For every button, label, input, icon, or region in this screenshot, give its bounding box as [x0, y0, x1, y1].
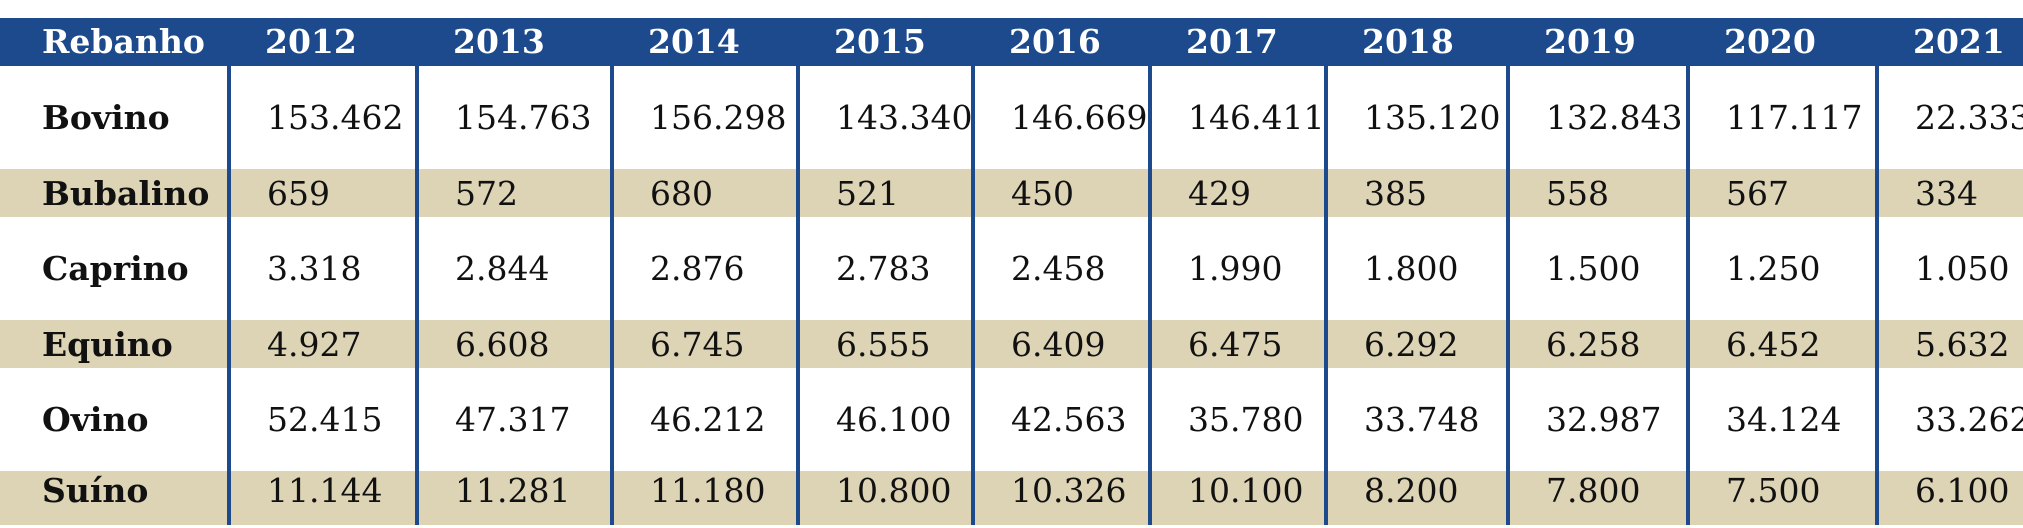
table-cell: 6.555	[796, 320, 973, 368]
table-cell: 33.748	[1324, 368, 1508, 471]
table-cell: 154.763	[415, 66, 612, 169]
table-cell: 47.317	[415, 368, 612, 471]
table-cell: 33.262	[1875, 368, 2023, 471]
table-cell: 521	[796, 169, 973, 217]
table-cell: 680	[610, 169, 798, 217]
header-year-2020: 2020	[1724, 22, 1816, 61]
row-label: Suíno	[42, 471, 149, 510]
table-row: Bovino 153.462 154.763 156.298 143.340 146.66…	[0, 66, 2023, 169]
table-cell: 3.318	[227, 217, 417, 320]
table-cell: 5.632	[1875, 320, 2023, 368]
table-row: Equino 4.927 6.608 6.745 6.555 6.409 6.475 6.29…	[0, 320, 2023, 368]
table-cell: 450	[971, 169, 1150, 217]
table-cell: 135.120	[1324, 66, 1508, 169]
table-cell: 156.298	[610, 66, 798, 169]
row-label: Bovino	[42, 98, 170, 137]
header-year-2014: 2014	[648, 22, 740, 61]
table-cell: 146.411	[1148, 66, 1326, 169]
table-cell: 2.876	[610, 217, 798, 320]
row-label: Caprino	[42, 249, 189, 288]
table-cell: 1.250	[1686, 217, 1877, 320]
table-cell: 1.500	[1506, 217, 1688, 320]
table-cell: 2.458	[971, 217, 1150, 320]
table-row: Suíno 11.144 11.281 11.180 10.800 10.326 10.10…	[0, 471, 2023, 525]
table-row: Caprino 3.318 2.844 2.876 2.783 2.458 1.990 1.8…	[0, 217, 2023, 320]
table-cell: 146.669	[971, 66, 1150, 169]
header-year-2016: 2016	[1009, 22, 1101, 61]
header-year-2017: 2017	[1186, 22, 1278, 61]
table-cell: 132.843	[1506, 66, 1688, 169]
table-cell: 32.987	[1506, 368, 1688, 471]
table-cell: 42.563	[971, 368, 1150, 471]
header-year-2015: 2015	[834, 22, 926, 61]
table-cell: 567	[1686, 169, 1877, 217]
table-cell: 8.200	[1324, 471, 1508, 525]
table-cell: 334	[1875, 169, 2023, 217]
row-label: Equino	[42, 324, 173, 364]
table-cell: 22.333	[1875, 66, 2023, 169]
table-cell: 10.100	[1148, 471, 1326, 525]
table-cell: 34.124	[1686, 368, 1877, 471]
table-row: Ovino 52.415 47.317 46.212 46.100 42.563 35.78…	[0, 368, 2023, 471]
table-cell: 153.462	[227, 66, 417, 169]
table-cell: 143.340	[796, 66, 973, 169]
table-cell: 572	[415, 169, 612, 217]
header-row: Rebanho 2012 2013 2014 2015 2016 2017 2018 2019…	[0, 18, 2023, 66]
table-cell: 7.800	[1506, 471, 1688, 525]
table-cell: 2.844	[415, 217, 612, 320]
livestock-table: Rebanho 2012 2013 2014 2015 2016 2017 2018 2019…	[0, 18, 2023, 525]
table-cell: 46.100	[796, 368, 973, 471]
table-body: Bovino 153.462 154.763 156.298 143.340 146.66…	[0, 66, 2023, 525]
table-cell: 385	[1324, 169, 1508, 217]
table-cell: 6.409	[971, 320, 1150, 368]
table-cell: 10.326	[971, 471, 1150, 525]
table-cell: 6.100	[1875, 471, 2023, 525]
row-label: Ovino	[42, 400, 149, 439]
table-cell: 6.258	[1506, 320, 1688, 368]
header-year-2019: 2019	[1544, 22, 1636, 61]
table-cell: 52.415	[227, 368, 417, 471]
table-cell: 10.800	[796, 471, 973, 525]
table-cell: 1.990	[1148, 217, 1326, 320]
table-cell: 11.281	[415, 471, 612, 525]
row-label: Bubalino	[42, 173, 210, 213]
table-row: Bubalino 659 572 680 521 450 429 385 558 567 334	[0, 169, 2023, 217]
header-rebanho: Rebanho	[42, 22, 205, 61]
table-cell: 2.783	[796, 217, 973, 320]
header-year-2012: 2012	[265, 22, 357, 61]
table-cell: 117.117	[1686, 66, 1877, 169]
header-year-2013: 2013	[453, 22, 545, 61]
table-cell: 46.212	[610, 368, 798, 471]
table-cell: 11.180	[610, 471, 798, 525]
table-cell: 35.780	[1148, 368, 1326, 471]
table-cell: 7.500	[1686, 471, 1877, 525]
header-year-2018: 2018	[1362, 22, 1454, 61]
table-cell: 4.927	[227, 320, 417, 368]
table-cell: 11.144	[227, 471, 417, 525]
table-cell: 429	[1148, 169, 1326, 217]
table-cell: 6.292	[1324, 320, 1508, 368]
table-cell: 1.050	[1875, 217, 2023, 320]
table-cell: 1.800	[1324, 217, 1508, 320]
table-cell: 6.745	[610, 320, 798, 368]
table-cell: 6.608	[415, 320, 612, 368]
table-cell: 659	[227, 169, 417, 217]
table-cell: 558	[1506, 169, 1688, 217]
table-cell: 6.475	[1148, 320, 1326, 368]
table-cell: 6.452	[1686, 320, 1877, 368]
header-year-2021: 2021	[1913, 22, 2005, 61]
